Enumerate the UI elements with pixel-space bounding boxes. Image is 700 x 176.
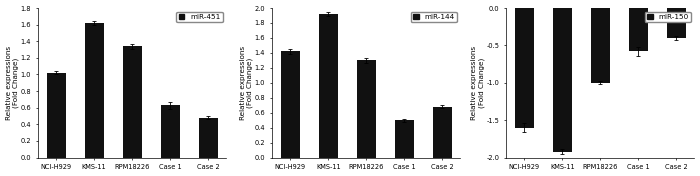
Bar	[122, 46, 141, 158]
Bar	[395, 120, 414, 158]
Bar	[591, 8, 610, 83]
Bar	[318, 14, 337, 158]
Bar	[667, 8, 686, 38]
Y-axis label: Relative expressions
(Fold Change): Relative expressions (Fold Change)	[6, 46, 19, 120]
Y-axis label: Relative expressions
(Fold Change): Relative expressions (Fold Change)	[471, 46, 485, 120]
Legend: miR-150: miR-150	[645, 12, 691, 22]
Bar	[357, 60, 376, 158]
Bar	[433, 107, 452, 158]
Legend: miR-451: miR-451	[176, 12, 223, 22]
Bar	[281, 51, 300, 158]
Legend: miR-144: miR-144	[411, 12, 456, 22]
Bar	[514, 8, 534, 128]
Bar	[199, 118, 218, 158]
Bar	[85, 23, 104, 158]
Bar	[47, 73, 66, 158]
Bar	[629, 8, 648, 51]
Y-axis label: Relative expressions
(Fold Change): Relative expressions (Fold Change)	[239, 46, 253, 120]
Bar	[553, 8, 572, 152]
Bar	[160, 105, 180, 158]
